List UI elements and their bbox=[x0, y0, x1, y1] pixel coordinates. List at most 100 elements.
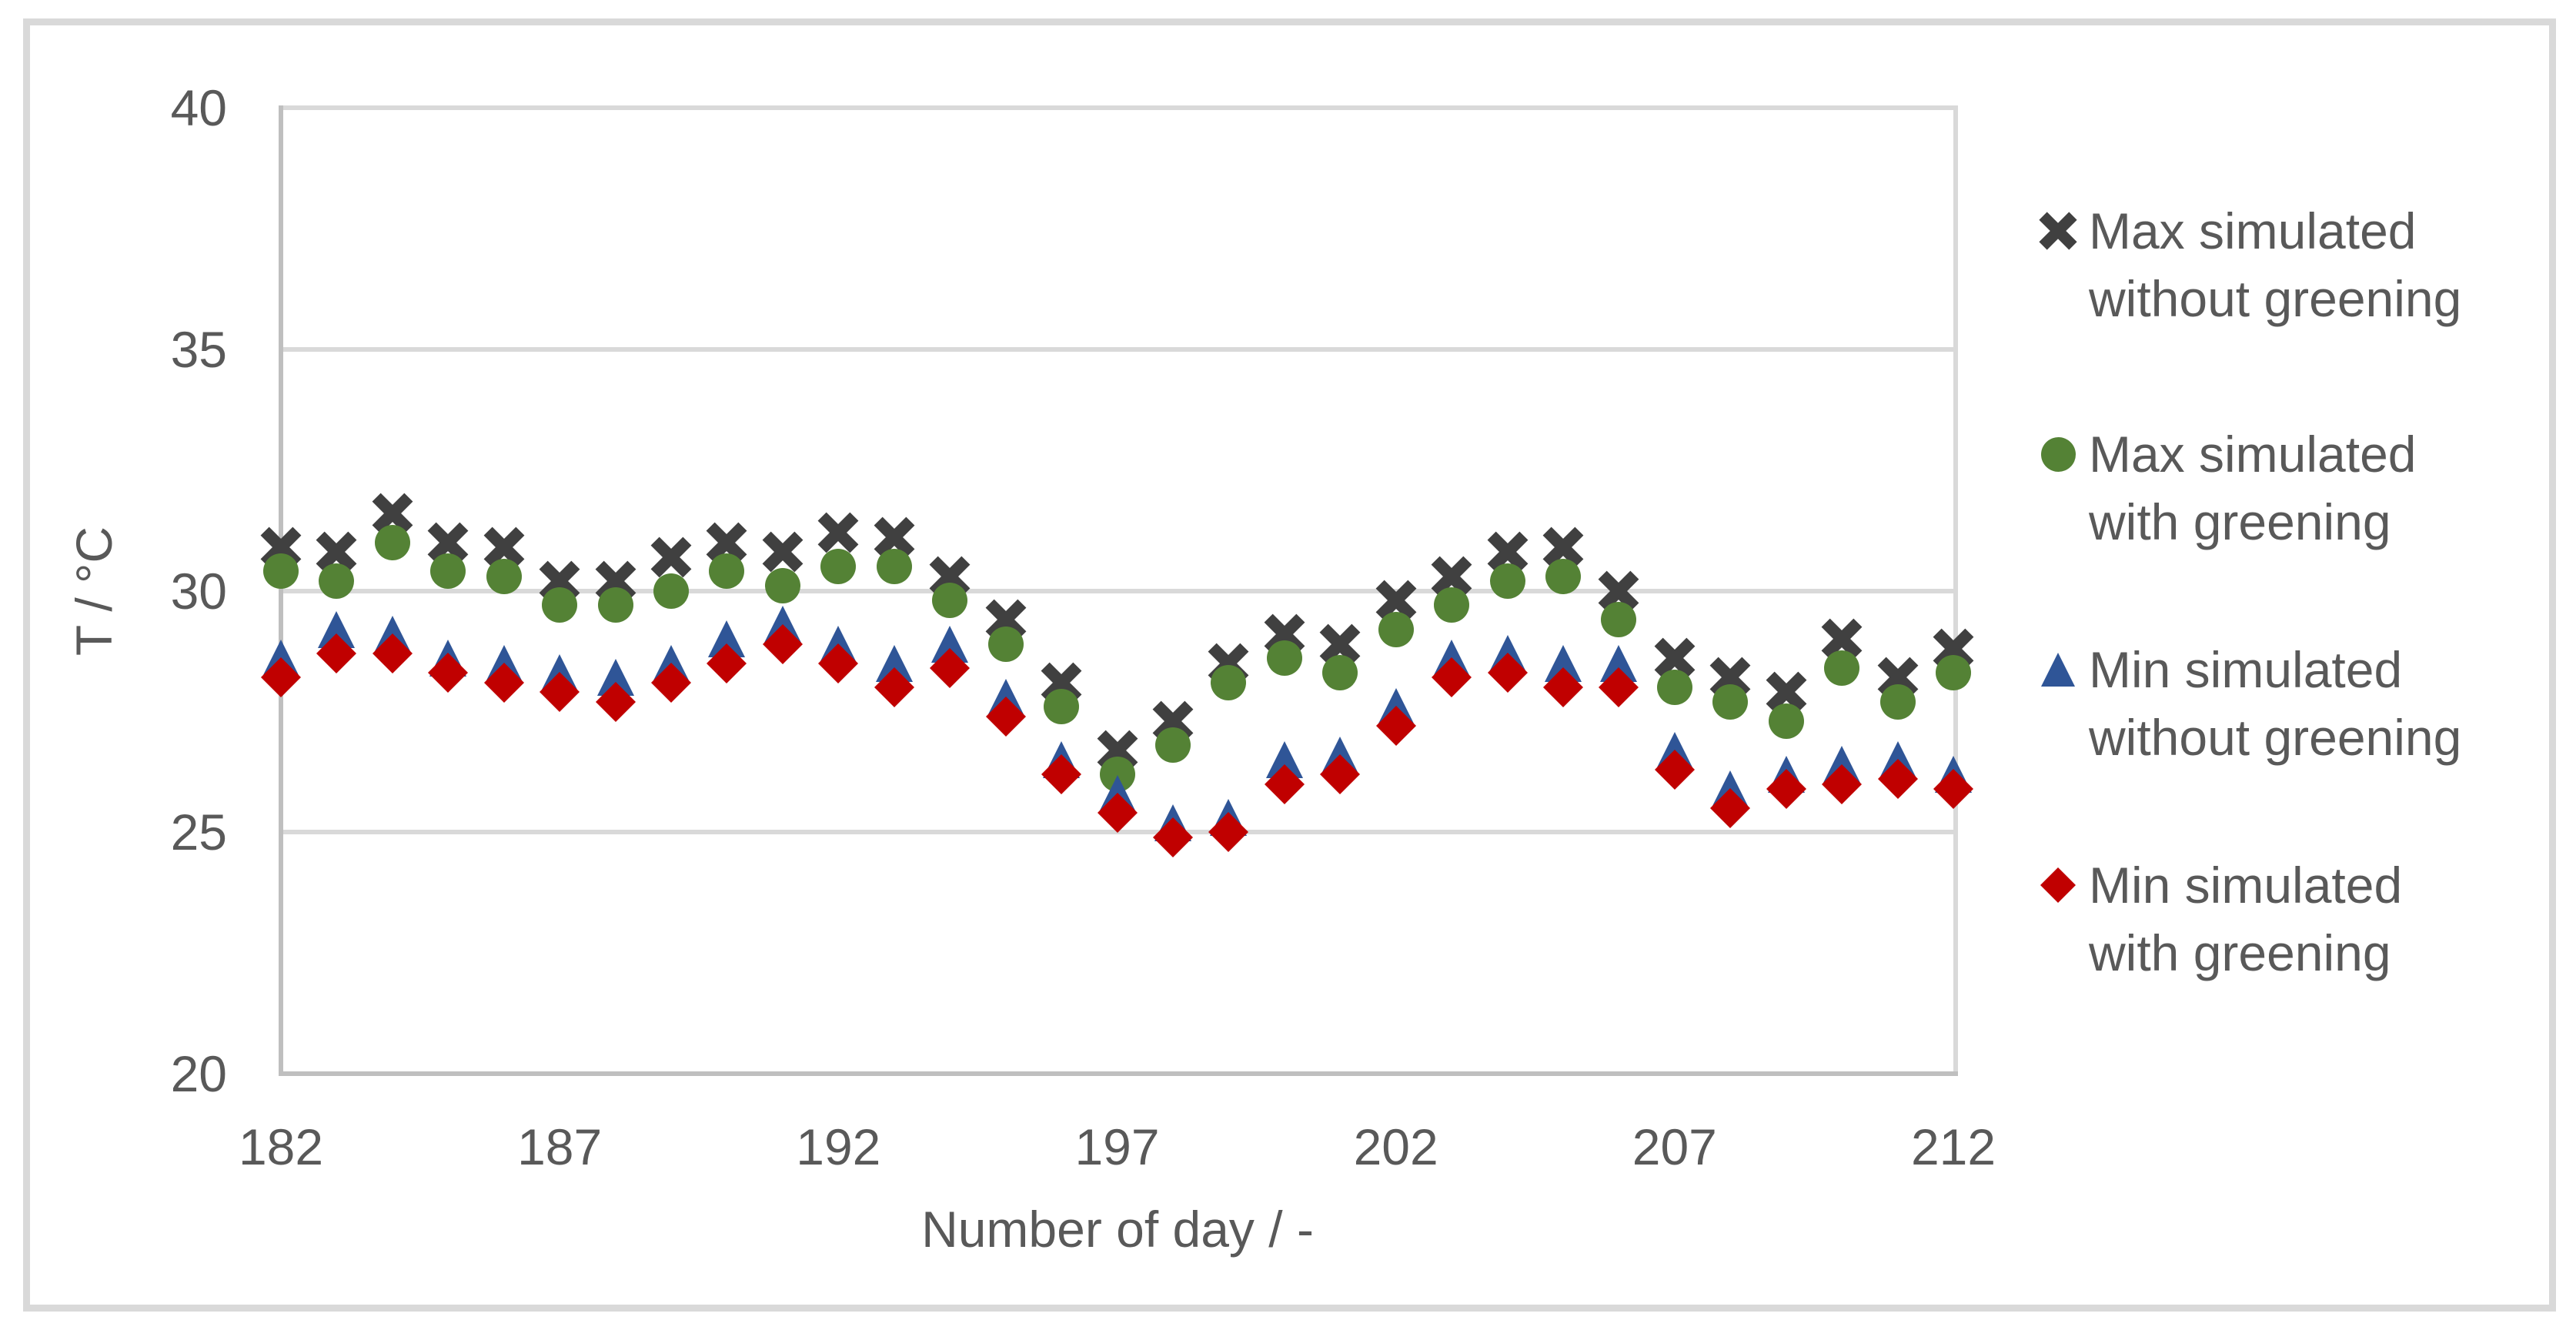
data-point bbox=[820, 549, 857, 585]
legend-label: Min simulated with greening bbox=[2089, 851, 2402, 987]
data-point bbox=[1485, 530, 1530, 574]
legend-entry-min-with-greening: Min simulated with greening bbox=[2030, 851, 2402, 987]
data-point bbox=[1599, 644, 1639, 682]
legend-entry-max-without-greening: Max simulated without greening bbox=[2030, 197, 2461, 332]
data-point bbox=[316, 610, 356, 648]
data-point bbox=[1375, 706, 1416, 747]
data-point bbox=[428, 653, 469, 693]
y-axis-line bbox=[279, 105, 283, 1076]
data-point bbox=[1824, 650, 1860, 686]
data-point bbox=[1152, 817, 1193, 857]
data-point bbox=[1266, 640, 1302, 677]
x-tick-label-187: 187 bbox=[517, 1118, 603, 1175]
x-tick-label-182: 182 bbox=[238, 1118, 324, 1175]
gridline-y-30 bbox=[281, 588, 1958, 593]
data-point bbox=[1933, 768, 1973, 809]
x-axis-title: Number of day / - bbox=[921, 1201, 1314, 1258]
data-point bbox=[876, 549, 912, 585]
data-point bbox=[1265, 741, 1305, 779]
legend-label: Max simulated without greening bbox=[2089, 197, 2461, 332]
data-point bbox=[374, 524, 410, 560]
legend-label-line: Max simulated bbox=[2089, 426, 2417, 483]
legend-label-line: without greening bbox=[2089, 709, 2462, 766]
data-point bbox=[1654, 749, 1695, 790]
data-point bbox=[1487, 653, 1528, 693]
data-point bbox=[653, 573, 690, 609]
plot-right-border bbox=[1953, 105, 1958, 1076]
circle-icon bbox=[2030, 420, 2086, 488]
data-point bbox=[874, 667, 914, 707]
data-point bbox=[1766, 768, 1806, 809]
y-axis-title: T / °C bbox=[65, 526, 122, 657]
data-point bbox=[372, 633, 413, 674]
data-point bbox=[707, 620, 747, 658]
data-point bbox=[1596, 569, 1641, 613]
data-point bbox=[430, 553, 466, 590]
data-point bbox=[426, 520, 470, 565]
data-point bbox=[932, 583, 968, 619]
data-point bbox=[1543, 644, 1583, 682]
data-point bbox=[1374, 578, 1418, 623]
data-point bbox=[483, 662, 524, 703]
x-tick-label-202: 202 bbox=[1353, 1118, 1438, 1175]
data-point bbox=[319, 563, 355, 599]
data-point bbox=[316, 633, 357, 674]
y-tick-label-25: 25 bbox=[170, 804, 227, 861]
x-axis-line bbox=[279, 1071, 1958, 1076]
legend-entry-min-without-greening: Min simulated without greening bbox=[2030, 636, 2461, 771]
data-point bbox=[1318, 622, 1362, 667]
legend-label: Min simulated without greening bbox=[2089, 636, 2461, 771]
y-tick-label-35: 35 bbox=[170, 320, 227, 378]
gridline-y-35 bbox=[281, 346, 1958, 352]
data-point bbox=[540, 672, 580, 713]
data-point bbox=[1599, 667, 1639, 707]
data-point bbox=[874, 644, 914, 682]
legend-entry-max-with-greening: Max simulated with greening bbox=[2030, 420, 2417, 556]
x-tick-label-212: 212 bbox=[1910, 1118, 1996, 1175]
gridline-y-25 bbox=[281, 830, 1958, 835]
data-point bbox=[1208, 812, 1249, 853]
y-tick-label-20: 20 bbox=[170, 1045, 227, 1102]
triangle-icon bbox=[2030, 636, 2086, 703]
data-point bbox=[1541, 525, 1585, 570]
data-point bbox=[930, 625, 970, 663]
chart-outer-border bbox=[23, 18, 2556, 1312]
data-point bbox=[1710, 787, 1751, 828]
legend-label-line: without greening bbox=[2089, 270, 2462, 327]
data-point bbox=[762, 623, 803, 664]
diamond-icon bbox=[2030, 851, 2086, 919]
data-point bbox=[1822, 764, 1863, 804]
data-point bbox=[1320, 754, 1361, 794]
data-point bbox=[1768, 703, 1804, 739]
data-point bbox=[987, 626, 1024, 662]
data-point bbox=[486, 558, 522, 594]
data-point bbox=[1656, 670, 1692, 705]
legend-label-line: Min simulated bbox=[2089, 857, 2403, 914]
data-point bbox=[1099, 756, 1135, 792]
data-point bbox=[1322, 655, 1358, 691]
data-point bbox=[707, 643, 747, 683]
data-point bbox=[1877, 759, 1918, 800]
data-point bbox=[597, 587, 633, 623]
x-tick-label-192: 192 bbox=[796, 1118, 881, 1175]
data-point bbox=[1211, 664, 1247, 700]
data-point bbox=[1044, 689, 1080, 725]
data-point bbox=[1041, 754, 1082, 794]
data-point bbox=[1429, 554, 1474, 599]
legend-label-line: with greening bbox=[2089, 924, 2391, 981]
legend-label: Max simulated with greening bbox=[2089, 420, 2417, 556]
data-point bbox=[1936, 655, 1971, 691]
data-point bbox=[872, 515, 917, 560]
data-point bbox=[760, 530, 805, 574]
data-point bbox=[263, 553, 299, 590]
data-point bbox=[482, 525, 526, 570]
x-icon bbox=[2030, 197, 2086, 265]
data-point bbox=[595, 681, 636, 722]
data-point bbox=[1764, 670, 1809, 714]
gridline-y-40 bbox=[281, 105, 1958, 110]
data-point bbox=[1542, 667, 1583, 707]
data-point bbox=[1264, 764, 1305, 804]
data-point bbox=[261, 657, 301, 698]
data-point bbox=[1489, 563, 1525, 599]
data-point bbox=[1545, 558, 1581, 594]
